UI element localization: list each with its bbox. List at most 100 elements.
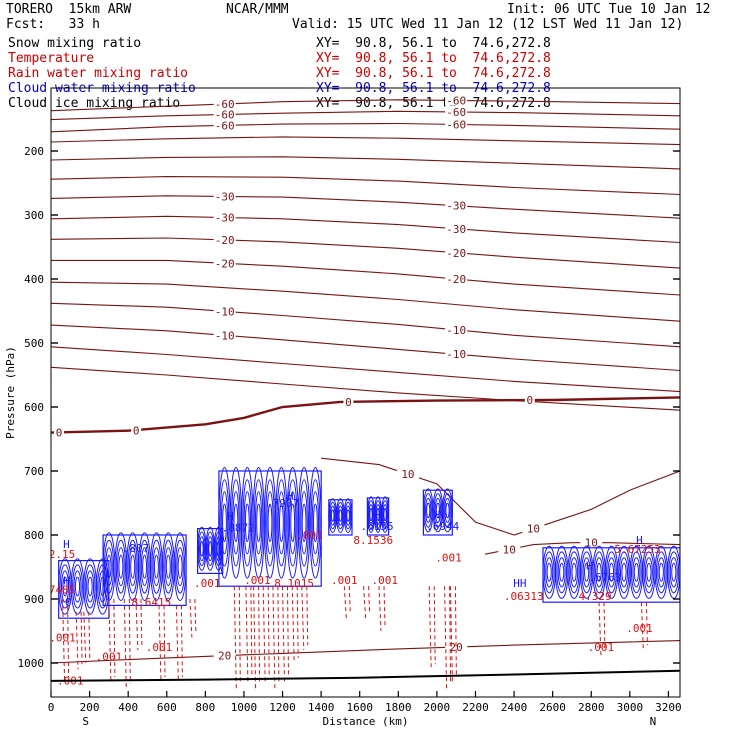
high-marker: H — [287, 489, 294, 502]
isotherm-line — [51, 110, 680, 121]
rain-contour — [444, 586, 448, 689]
cloud-water-value-label: .807 — [123, 542, 150, 555]
rain-contour — [287, 586, 289, 678]
cloud-water-contour — [608, 562, 615, 582]
rain-value-label: .06313 — [504, 590, 544, 603]
rain-contour — [75, 611, 79, 670]
cloud-water-contour — [559, 562, 565, 582]
forecast-hour: Fcst: 33 h — [6, 17, 100, 32]
cloud-water-contour — [423, 493, 433, 528]
plot-area: -60 -60-60 -60-60 -60-30-30-30-30-20-20-20-… — [51, 94, 680, 689]
cloud-water-contour — [62, 576, 68, 597]
isotherm-label-bg — [213, 257, 236, 269]
rain-value-label: .001 — [435, 551, 462, 564]
cloud-water-contour — [61, 570, 69, 603]
rain-value-label: 4.329 — [579, 590, 612, 603]
cloud-water-contour — [177, 554, 183, 579]
cloud-water-contour — [620, 557, 628, 588]
cloud-water-contour — [338, 509, 343, 522]
end-label-north: N — [650, 715, 657, 728]
cloud-water-contour — [86, 570, 95, 603]
cloud-water-contour — [426, 502, 431, 519]
field-label-temperature: Temperature — [8, 51, 95, 66]
cloud-water-contour — [130, 554, 136, 579]
rain-contour — [262, 586, 266, 683]
cloud-water-contour — [242, 479, 253, 567]
cloud-water-contour — [175, 539, 186, 594]
field-label-rain: Rain water mixing ratio — [8, 66, 189, 81]
x-tick-label: 1000 — [231, 701, 258, 714]
high-marker: H — [63, 574, 70, 587]
freezing-label-bg — [524, 393, 535, 405]
cloud-water-envelope — [422, 489, 453, 536]
rain-contour — [282, 586, 285, 683]
end-label-south: S — [82, 715, 89, 728]
freezing-label-bg — [54, 426, 64, 438]
isotherm-label-bg — [445, 118, 468, 130]
cloud-water-contour — [165, 554, 171, 579]
cloud-water-contour — [244, 503, 250, 543]
cloud-water-envelope — [58, 559, 110, 619]
cloud-water-contour — [593, 551, 605, 594]
cloud-water-contour — [208, 541, 213, 557]
cloud-water-contour — [139, 539, 150, 594]
cloud-water-contour — [655, 551, 667, 594]
x-tick-label: 400 — [118, 701, 138, 714]
cloud-water-contour — [222, 503, 227, 543]
y-tick-label: 700 — [24, 465, 44, 478]
isotherm-line — [51, 215, 680, 244]
rain-value-label: 8.1015 — [274, 577, 314, 590]
rain-contour — [233, 586, 237, 689]
cloud-water-contour — [445, 502, 450, 519]
cloud-water-contour — [199, 536, 205, 562]
y-tick-label: 300 — [24, 209, 44, 222]
x-tick-label: 2400 — [501, 701, 528, 714]
isotherm-label: -20 — [215, 257, 235, 270]
isotherm-label: -10 — [215, 329, 235, 342]
rain-contour — [253, 586, 257, 689]
cloud-water-envelope — [218, 470, 322, 587]
cloud-water-contour — [582, 557, 591, 588]
cloud-water-contour — [313, 503, 318, 543]
x-axis-label: Distance (km) — [322, 715, 408, 728]
cloud-water-contour — [571, 562, 577, 582]
cloud-water-contour — [265, 479, 275, 567]
isotherm-label: -60 — [446, 106, 466, 119]
rain-contour — [238, 586, 241, 684]
y-tick-label: 400 — [24, 273, 44, 286]
cloud-water-contour — [74, 576, 81, 597]
cloud-water-contour — [346, 509, 350, 522]
y-tick-label: 1000 — [18, 657, 45, 670]
cloud-water-contour — [621, 562, 627, 582]
cloud-water-contour — [115, 539, 127, 594]
cloud-water-contour — [606, 551, 617, 594]
y-tick-label: 900 — [24, 593, 44, 606]
y-tick-label: 200 — [24, 145, 44, 158]
isotherm-label-bg — [213, 649, 236, 661]
cloud-water-contour — [668, 551, 680, 594]
cloud-water-contour — [276, 479, 287, 567]
high-marker: H — [636, 534, 643, 547]
cloud-water-contour — [290, 503, 296, 543]
cloud-water-contour — [555, 545, 569, 599]
isotherm-label: -60 — [215, 98, 235, 111]
cloud-water-contour — [289, 491, 297, 555]
cloud-water-contour — [299, 479, 310, 567]
cloud-water-value-label: .8872 — [222, 521, 255, 534]
rain-contour — [158, 605, 162, 683]
cloud-water-contour — [206, 531, 214, 567]
cloud-water-value-label: .7907 — [266, 497, 299, 510]
cloud-water-value-label: 0 — [65, 596, 72, 609]
rain-contour — [291, 586, 295, 664]
rain-contour — [258, 586, 261, 684]
rain-contour — [123, 598, 127, 689]
cloud-water-contour — [279, 503, 284, 543]
init-time: Init: 06 UTC Tue 10 Jan 12 — [507, 2, 711, 17]
cloud-water-contour — [106, 554, 112, 579]
x-tick-label: 3200 — [655, 701, 682, 714]
freezing-level-label: 0 — [345, 396, 352, 409]
cloud-water-contour — [176, 547, 184, 587]
cloud-water-contour — [643, 551, 655, 594]
high-marker: H — [586, 560, 593, 573]
rain-contour — [603, 602, 606, 652]
